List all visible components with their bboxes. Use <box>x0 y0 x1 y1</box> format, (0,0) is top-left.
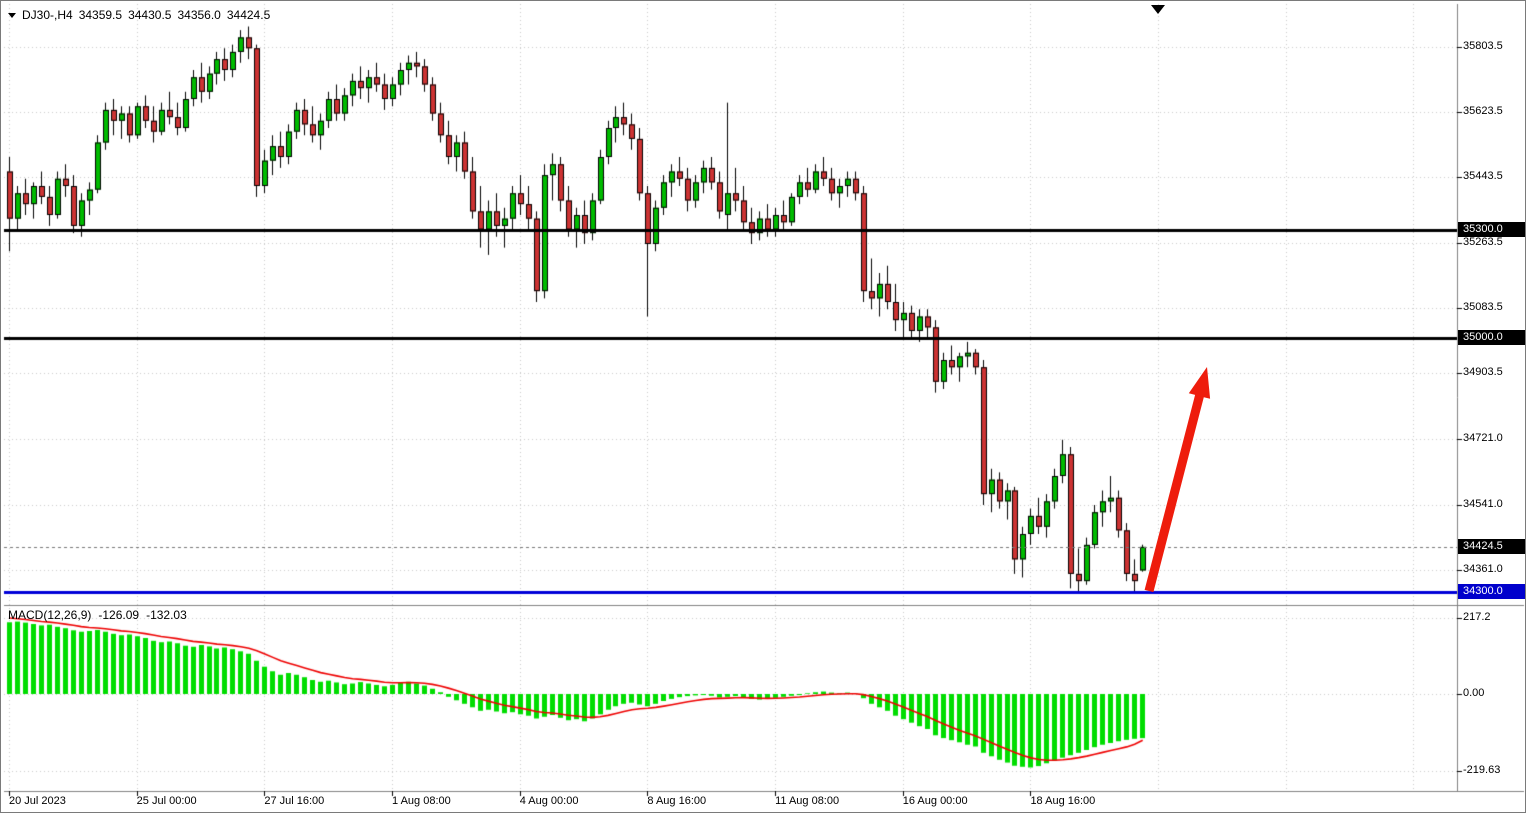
time-axis-label: 20 Jul 2023 <box>9 795 66 807</box>
time-axis-label: 1 Aug 08:00 <box>392 795 451 807</box>
price-axis-label: 34721.0 <box>1463 432 1503 445</box>
ohlc-close: 34424.5 <box>226 8 271 22</box>
title-expand-icon <box>8 12 16 18</box>
macd-axis-label: 0.00 <box>1463 687 1485 699</box>
macd-axis-label: -219.63 <box>1463 763 1501 776</box>
price-axis-label: 35803.5 <box>1463 40 1503 52</box>
price-axis-label: 34903.5 <box>1463 366 1503 379</box>
support-line-price-tag: 35000.0 <box>1458 330 1525 346</box>
current-price-tag: 34424.5 <box>1458 538 1525 554</box>
price-axis-label: 34541.0 <box>1463 497 1503 510</box>
blue-line-price-tag: 34300.0 <box>1458 583 1525 599</box>
price-axis-label: 35443.5 <box>1463 170 1503 183</box>
chart-shift-marker[interactable] <box>1151 5 1165 14</box>
time-axis-label: 16 Aug 00:00 <box>902 795 968 807</box>
price-axis-label: 35263.5 <box>1463 235 1503 248</box>
macd-value: -126.09 <box>98 608 140 622</box>
time-axis[interactable]: 20 Jul 2023 25 Jul 00:00 27 Jul 16:00 1 Aug… <box>1 792 1457 812</box>
ohlc-high: 34430.5 <box>128 8 172 22</box>
time-axis-label: 27 Jul 16:00 <box>264 795 325 807</box>
ohlc-open: 34359.5 <box>78 8 123 22</box>
price-axis-label: 34361.0 <box>1463 562 1503 575</box>
price-axis-label: 35623.5 <box>1463 105 1503 118</box>
macd-signal-value: -132.03 <box>146 608 187 622</box>
chart-symbol-period: DJ30-,H4 <box>22 8 73 22</box>
macd-name: MACD(12,26,9) <box>8 608 92 622</box>
resistance-line-price-tag: 35300.0 <box>1458 221 1525 237</box>
time-axis-label: 8 Aug 16:00 <box>647 795 707 807</box>
chart-title: DJ30-,H4 34359.5 34430.5 34356.0 34424.5 <box>8 8 270 22</box>
time-axis-label: 25 Jul 00:00 <box>136 795 197 807</box>
trend-arrow-polygon[interactable] <box>1144 367 1211 593</box>
time-axis-label: 18 Aug 16:00 <box>1030 795 1096 807</box>
macd-indicator-label: MACD(12,26,9) -126.09 -132.03 <box>8 608 187 622</box>
ohlc-low: 34356.0 <box>177 8 221 22</box>
price-axis-label: 35083.5 <box>1463 300 1503 313</box>
macd-axis-label: 217.2 <box>1463 611 1491 623</box>
time-axis-label: 4 Aug 00:00 <box>519 795 579 807</box>
price-axis[interactable]: 35803.5 35623.5 35443.5 35263.5 35083.5 34903… <box>1458 1 1525 812</box>
time-axis-label: 11 Aug 08:00 <box>775 795 840 807</box>
